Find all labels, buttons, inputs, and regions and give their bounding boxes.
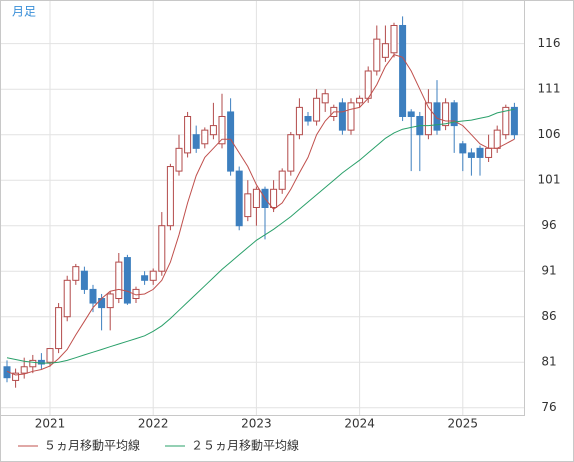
y-tick-label: 116 xyxy=(538,36,561,50)
candle-body xyxy=(98,298,106,309)
candle-body xyxy=(80,270,88,290)
candle-body xyxy=(29,359,37,368)
candle-body xyxy=(295,106,303,136)
candle-body xyxy=(356,97,364,104)
candle-body xyxy=(287,134,295,172)
candle-body xyxy=(218,115,226,145)
moving-average-line xyxy=(6,54,515,376)
chart-label: 月足 xyxy=(12,5,36,19)
candle-body xyxy=(55,307,63,350)
candle-body xyxy=(399,24,407,117)
candle-body xyxy=(459,143,467,154)
candle-body xyxy=(476,147,484,158)
legend-label: ２５ヵ月移動平均線 xyxy=(191,438,299,453)
candle-body xyxy=(338,102,346,131)
candle-body xyxy=(115,261,123,300)
candle-body xyxy=(209,125,217,136)
candle-body xyxy=(20,366,28,374)
candle-body xyxy=(347,102,355,131)
candle-body xyxy=(390,24,398,54)
candle-body xyxy=(313,97,321,122)
candle-body xyxy=(278,170,286,190)
candle-body xyxy=(321,93,329,104)
plot-border xyxy=(0,0,525,416)
x-tick-label: 2021 xyxy=(35,417,66,431)
candle-body xyxy=(252,188,260,209)
y-tick-label: 101 xyxy=(538,173,561,187)
plot xyxy=(3,16,518,388)
candle-body xyxy=(175,147,183,172)
y-tick-label: 91 xyxy=(541,264,556,278)
grid xyxy=(0,0,524,415)
candle-body xyxy=(304,115,312,122)
candle-body xyxy=(72,266,80,281)
candle-body xyxy=(37,359,45,365)
candle-body xyxy=(502,106,510,136)
candle-body xyxy=(192,134,200,149)
moving-average-line xyxy=(6,108,515,364)
candle-body xyxy=(46,348,54,363)
candle-body xyxy=(407,111,415,117)
y-tick-label: 111 xyxy=(538,82,561,96)
candle-body xyxy=(184,115,192,154)
candle-body xyxy=(63,279,71,318)
candle-body xyxy=(485,147,493,158)
candle-body xyxy=(442,102,450,127)
candle-body xyxy=(270,188,278,209)
x-tick-label: 2024 xyxy=(344,417,375,431)
candle-body xyxy=(510,106,518,136)
candle-body xyxy=(493,129,501,149)
candle-body xyxy=(433,102,441,131)
legend-label: ５ヵ月移動平均線 xyxy=(44,438,140,453)
candle-body xyxy=(12,372,20,381)
candle-body xyxy=(381,43,389,58)
candle-body xyxy=(89,288,97,304)
candle-body xyxy=(149,270,157,281)
x-tick-label: 2025 xyxy=(448,417,479,431)
candle-body xyxy=(424,102,432,136)
candle-body xyxy=(158,225,166,272)
candle-body xyxy=(244,193,252,218)
x-tick-label: 2022 xyxy=(138,417,169,431)
candle-body xyxy=(227,111,235,172)
x-tick-label: 2023 xyxy=(241,417,272,431)
candle-body xyxy=(467,152,475,158)
candle-body xyxy=(123,257,131,304)
candle-body xyxy=(166,166,174,227)
candle-body xyxy=(201,129,209,145)
y-tick-label: 81 xyxy=(541,355,556,369)
candle-body xyxy=(450,102,458,127)
y-tick-label: 96 xyxy=(541,218,556,232)
y-tick-label: 76 xyxy=(541,400,556,414)
y-tick-label: 86 xyxy=(541,309,556,323)
y-tick-label: 106 xyxy=(538,127,561,141)
candle-body xyxy=(141,275,149,281)
candle-body xyxy=(235,170,243,227)
candle-body xyxy=(106,293,114,309)
candle-body xyxy=(373,38,381,72)
